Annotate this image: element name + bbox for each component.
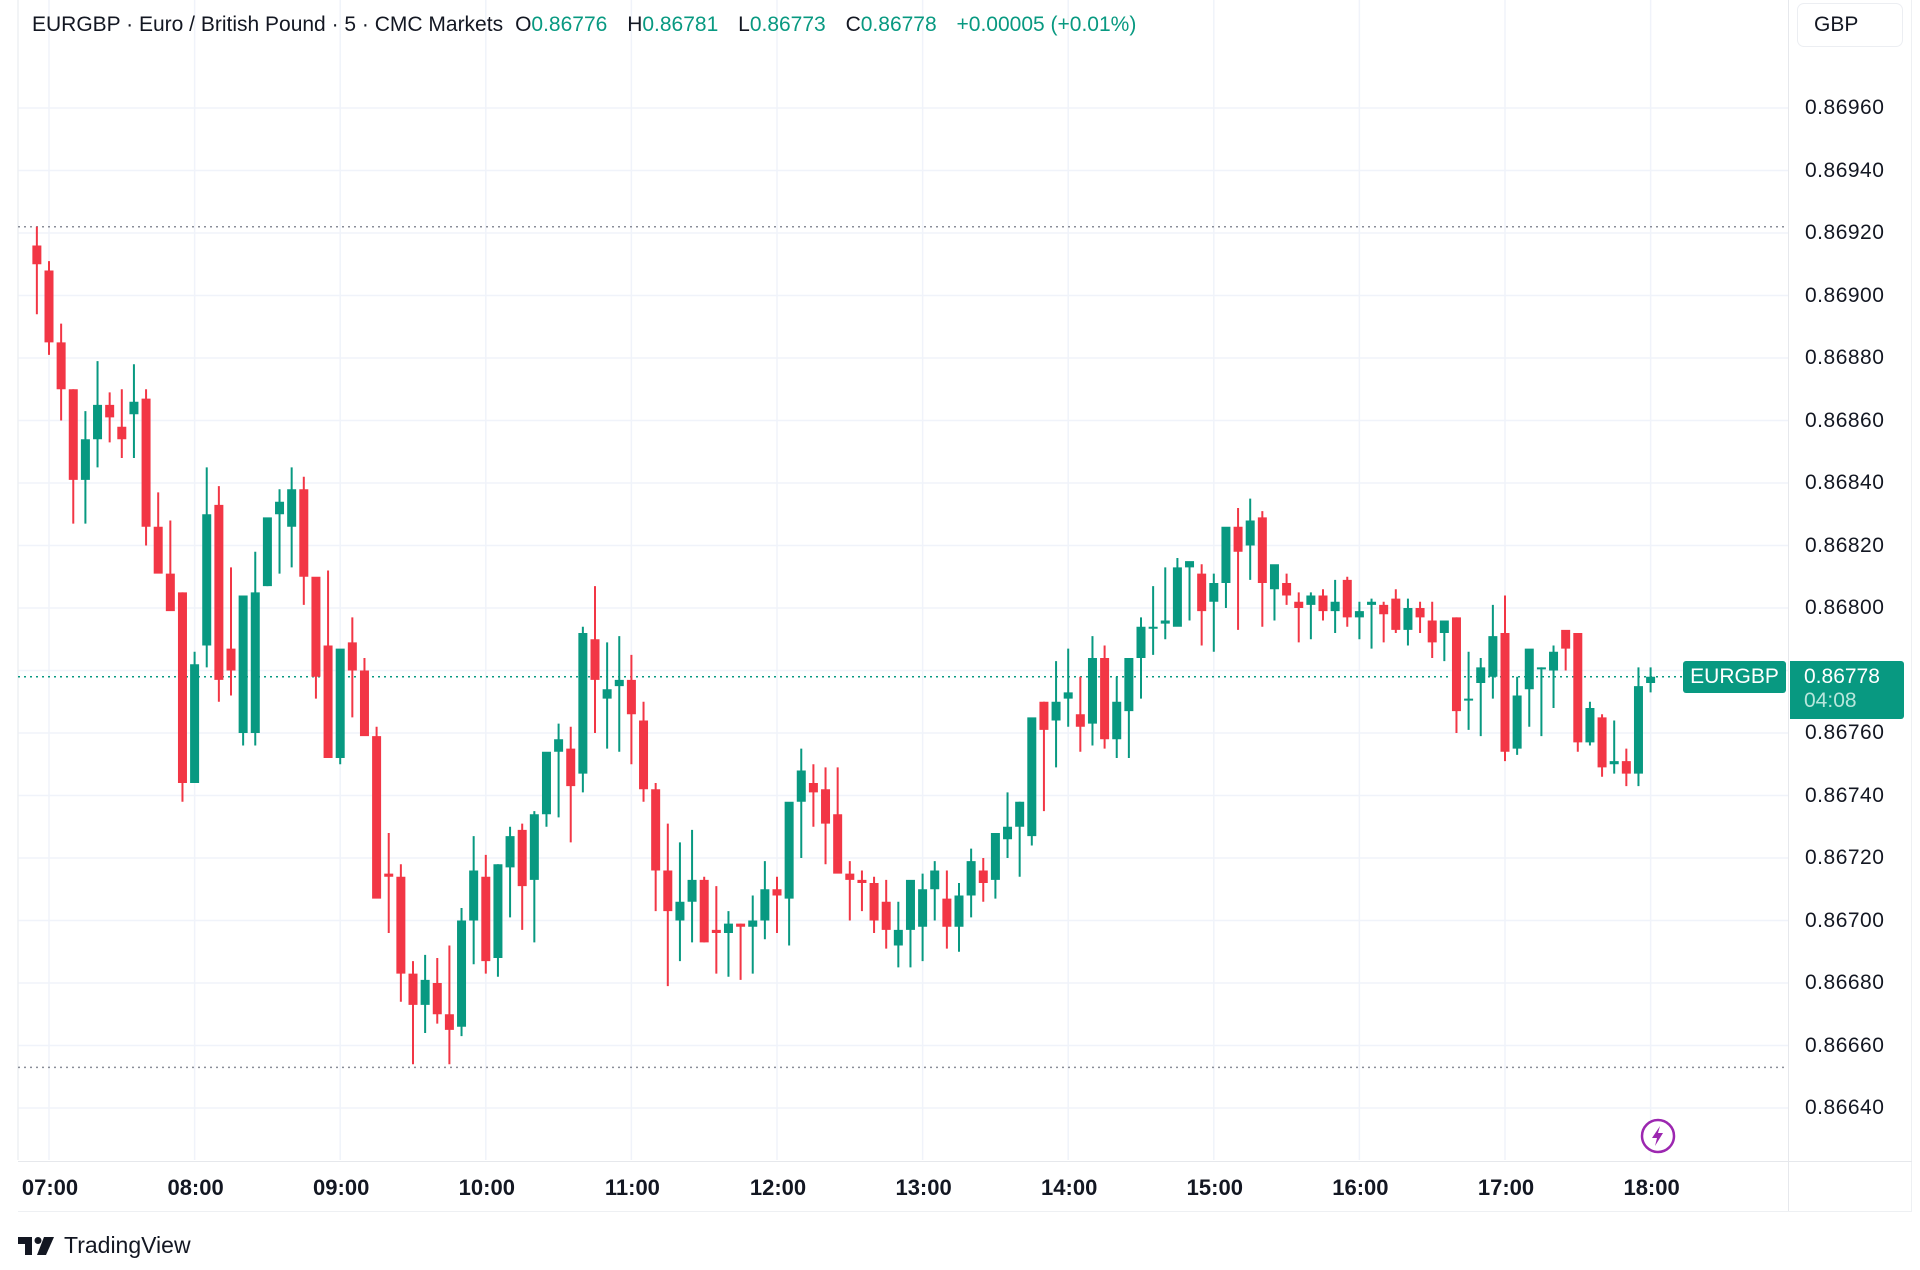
tradingview-logo[interactable]: TradingView [18,1232,191,1259]
time-tick-label: 12:00 [749,1175,807,1200]
high-label: H [627,13,643,36]
brand-name: TradingView [64,1232,191,1258]
price-tick-label: 0.86940 [1805,158,1885,182]
symbol-price-tag: EURGBP [1683,661,1786,693]
symbol-title: EURGBP · Euro / British Pound · 5 · CMC … [32,13,504,36]
time-tick-label: 07:00 [21,1175,79,1200]
price-tick-label: 0.86880 [1805,346,1885,369]
time-tick-label: 10:00 [458,1175,515,1200]
price-tick-label: 0.86920 [1805,221,1885,244]
price-tick-label: 0.86840 [1805,471,1885,494]
bar-countdown: 04:08 [1804,689,1857,712]
close-label: C [845,13,861,36]
change-value: +0.00005 (+0.01%) [956,13,1137,36]
time-axis-divider [18,1161,1912,1162]
ohlc-values: O0.86776 H0.86781 L0.86773 C0.86778 +0.0… [515,13,1136,37]
time-tick-label: 17:00 [1477,1175,1535,1200]
price-tick-label: 0.86700 [1805,908,1885,932]
time-tick-label: 08:00 [167,1175,224,1200]
price-tick-label: 0.86740 [1805,783,1885,807]
low-value: 0.86773 [749,13,826,36]
currency-button[interactable]: GBP [1797,3,1903,47]
time-tick-label: 11:00 [604,1175,660,1200]
price-axis-divider [1788,0,1789,1212]
low-label: L [738,13,750,36]
price-tick-label: 0.86760 [1805,721,1885,744]
price-tick-label: 0.86800 [1805,596,1885,619]
close-value: 0.86778 [860,13,937,36]
price-tick-label: 0.86860 [1805,408,1885,432]
price-tick-label: 0.86720 [1805,846,1885,869]
right-border [1911,0,1912,1212]
price-tick-label: 0.86960 [1805,96,1885,119]
price-tick-label: 0.86820 [1805,533,1885,557]
price-tick-label: 0.86680 [1805,971,1885,994]
time-tick-label: 15:00 [1186,1175,1243,1200]
lightning-icon[interactable] [1640,1118,1676,1154]
chart-header: EURGBP · Euro / British Pound · 5 · CMC … [32,8,1136,42]
time-tick-label: 14:00 [1041,1175,1098,1200]
tradingview-logo-icon [18,1236,54,1255]
last-price-tag: 0.86778 04:08 [1790,661,1904,719]
price-tick-label: 0.86640 [1805,1096,1885,1119]
time-tick-label: 18:00 [1623,1175,1680,1200]
bottom-border [18,1211,1912,1212]
price-tick-label: 0.86900 [1805,283,1885,307]
high-value: 0.86781 [642,13,719,36]
time-tick-label: 09:00 [313,1175,370,1200]
open-label: O [515,13,532,36]
open-value: 0.86776 [531,13,608,36]
price-tick-label: 0.86660 [1805,1033,1885,1057]
time-tick-label: 16:00 [1332,1175,1389,1200]
time-tick-label: 13:00 [895,1175,952,1200]
last-price-value: 0.86778 [1804,665,1880,688]
candlestick-chart[interactable] [0,0,1790,1160]
